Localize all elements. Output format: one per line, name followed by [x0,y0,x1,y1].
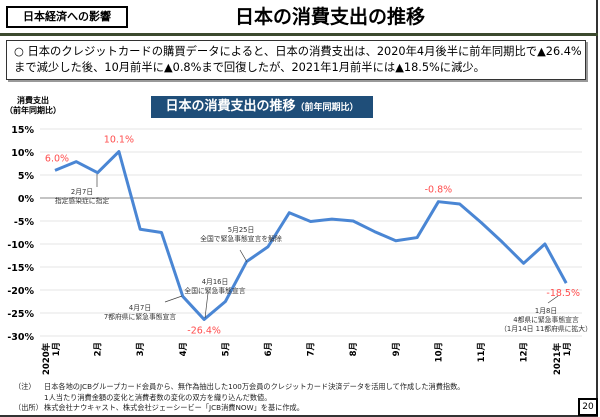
y-tick-label: -30% [7,332,34,343]
x-tick-label: 10月 [434,342,444,362]
data-label: -26.4% [187,325,221,336]
y-tick-label: 10% [11,148,34,159]
annotation-text: 4月7日 [129,304,151,312]
data-label: 10.1% [104,135,134,146]
y-tick-label: -25% [7,309,34,320]
x-tick-label: 6月 [264,342,274,356]
page-title: 日本の消費支出の推移 [234,6,425,28]
data-label: -18.5% [546,288,580,299]
chart-title-text: 日本の消費支出の推移 [165,99,296,114]
series-line [54,150,568,321]
data-label: 6.0% [45,153,69,164]
x-tick-label: 1月 [52,342,62,356]
x-tick-label: 8月 [349,342,359,356]
note-key: （出所） [14,403,43,412]
x-tick-label: 5月 [221,342,231,356]
y-axis-label-line2: （前年同期比） [5,106,61,115]
note-row: （出所）株式会社ナウキャスト、株式会社ジェーシービー「JCB消費NOW」を基に作… [14,403,464,414]
annotation-text: 指定感染症に指定 [55,196,110,205]
y-tick-label: 5% [18,171,35,182]
x-tick-label: 3月 [136,342,146,356]
footnotes: （注） 日本各地のJCBグループカード会員から、無作為抽出した100万会員のクレジ… [14,382,464,414]
annotation-text: （1月14日 11都府県に拡大） [500,324,592,333]
bullet-icon: ○ [14,45,24,58]
note-row: （注） 日本各地のJCBグループカード会員から、無作為抽出した100万会員のクレジ… [14,382,464,393]
annotation-text: 2月7日 [71,188,93,196]
annotation-text: 1月8日 [535,307,557,315]
annotation-leader [204,292,209,319]
x-tick-label: 2月 [94,342,104,356]
annotation-leader [164,295,183,303]
x-tick-label: 9月 [392,342,402,356]
note-text: 日本各地のJCBグループカード会員から、無作為抽出した100万会員のクレジットカ… [44,382,465,391]
annotation-text: 4月16日 [202,278,229,286]
y-tick-label: -5% [14,217,35,228]
x-tick-label: 11月 [477,342,487,362]
x-tick-label: 2020年 [41,342,52,375]
y-axis-label-line1: 消費支出 [17,96,49,105]
note-text: 株式会社ナウキャスト、株式会社ジェーシービー「JCB消費NOW」を基に作成。 [44,403,304,412]
title-divider [0,33,598,36]
y-axis-label: 消費支出 （前年同期比） [0,96,66,116]
data-label: -0.8% [425,185,453,196]
y-tick-label: -20% [7,286,34,297]
y-tick-label: -10% [7,240,34,251]
annotation-text: 全国で緊急事態宣言を解除 [200,234,282,243]
page-number: 20 [578,398,598,416]
annotation-text: 5月25日 [228,226,255,234]
note-text: 1人当たり消費金額の変化と消費者数の変化の双方を織り込んだ数値。 [44,392,272,402]
x-tick-label: 7月 [307,342,317,356]
chart-title: 日本の消費支出の推移（前年同期比） [151,96,373,118]
note-row: 1人当たり消費金額の変化と消費者数の変化の双方を織り込んだ数値。 [14,393,464,404]
y-tick-label: 15% [11,125,34,136]
chart-title-suffix: （前年同期比） [295,103,359,113]
y-tick-label: 0% [18,194,35,205]
x-tick-label: 4月 [179,342,189,356]
y-tick-label: -15% [7,263,34,274]
annotation-text: 7都府県に緊急事態宣言 [104,312,176,321]
annotation-leader [547,295,559,304]
annotation-text: 全国に緊急事態宣言 [184,286,245,295]
summary-box: ○ 日本のクレジットカードの購買データによると、日本の消費支出は、2020年4月… [6,40,586,80]
x-tick-label: 1月 [563,342,573,356]
x-tick-label: 2021年 [552,342,563,375]
annotation-leader [239,249,248,263]
summary-text: 日本のクレジットカードの購買データによると、日本の消費支出は、2020年4月後半… [14,45,582,74]
section-tag: 日本経済への影響 [6,6,128,28]
annotation-text: 4都県に緊急事態宣言 [513,315,579,324]
note-key: （注） [14,382,36,391]
x-tick-label: 12月 [520,342,530,362]
